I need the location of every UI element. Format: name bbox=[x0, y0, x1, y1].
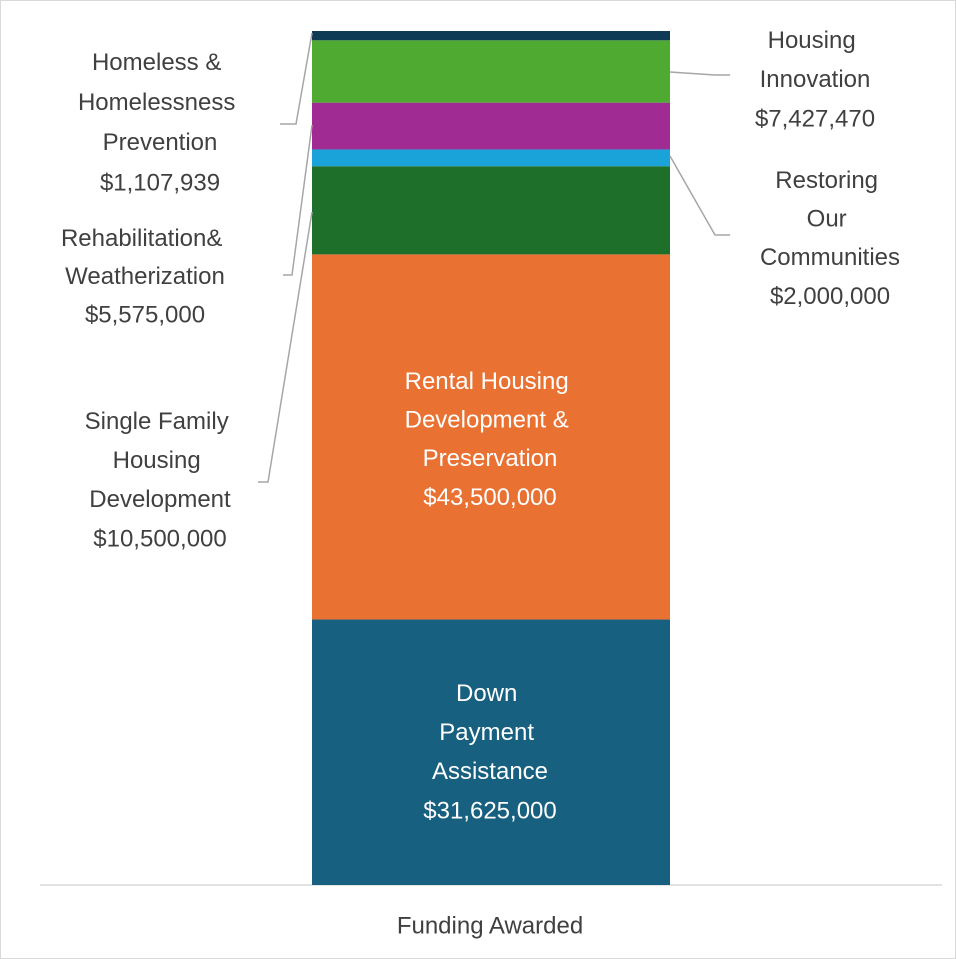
bar-segment bbox=[312, 40, 670, 103]
leader-line bbox=[669, 71, 730, 76]
leader-line bbox=[258, 211, 313, 483]
bar-segment bbox=[312, 102, 670, 150]
bar-segment bbox=[312, 31, 670, 41]
segment-label: Housing Innovation bbox=[760, 27, 871, 93]
bar-segment bbox=[312, 166, 670, 255]
x-tick-label: Funding Awarded bbox=[397, 912, 583, 939]
segment-label: Homeless & Homelessness Prevention bbox=[78, 49, 242, 156]
value-label: $43,500,000 bbox=[423, 484, 556, 511]
value-label: $2,000,000 bbox=[770, 283, 890, 310]
bar-segment bbox=[312, 149, 670, 167]
segment-label: Rehabilitation& Weatherization bbox=[61, 225, 229, 290]
segment-label: Rental Housing Development & Preservatio… bbox=[405, 368, 576, 472]
segment-label: Restoring Our Communities bbox=[760, 167, 900, 271]
segment-label: Down Payment Assistance bbox=[432, 680, 548, 785]
value-label: $1,107,939 bbox=[100, 169, 220, 196]
value-label: $7,427,470 bbox=[755, 105, 875, 132]
value-label: $5,575,000 bbox=[85, 301, 205, 328]
bar-segment bbox=[312, 619, 670, 885]
leader-line bbox=[669, 155, 730, 236]
segment-label: Single Family Housing Development bbox=[85, 408, 236, 513]
value-label: $31,625,000 bbox=[423, 797, 556, 824]
bar-segment bbox=[312, 254, 670, 620]
leader-line bbox=[283, 124, 313, 276]
value-label: $10,500,000 bbox=[93, 525, 226, 552]
leader-line bbox=[280, 32, 313, 125]
